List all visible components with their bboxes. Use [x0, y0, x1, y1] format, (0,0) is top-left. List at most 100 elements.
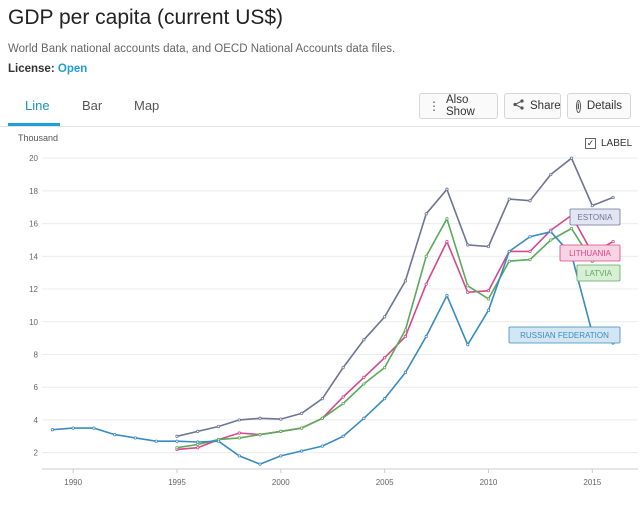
point-latvia-1995: [175, 446, 179, 450]
point-russian-federation-1998: [237, 454, 241, 458]
point-russian-federation-1989: [50, 428, 54, 432]
y-tick-labels: 2 4 6 8 10 12 14 16 18 20: [29, 154, 38, 457]
point-russian-federation-2001: [299, 449, 304, 453]
x-tick-1995: 1995: [168, 478, 186, 487]
point-latvia-2001: [299, 426, 304, 430]
point-estonia-1997: [216, 424, 221, 429]
point-estonia-1996: [196, 429, 200, 433]
y-tick-2: 2: [34, 449, 39, 458]
series-lines: [50, 156, 615, 466]
point-latvia-2011: [507, 259, 511, 263]
point-russian-federation-1997: [216, 439, 221, 443]
tab-bar-chart[interactable]: Bar: [82, 98, 103, 113]
page-title: GDP per capita (current US$): [8, 6, 284, 29]
series-line-latvia: [176, 216, 614, 449]
point-lithuania-2008: [445, 240, 449, 244]
point-estonia-2014: [569, 156, 574, 160]
series-label-box-estonia: [569, 208, 621, 226]
series-label-text-lithuania: LITHUANIA: [569, 249, 611, 258]
point-russian-federation-2005: [383, 397, 387, 401]
point-latvia-2013: [549, 238, 553, 242]
point-latvia-2009: [466, 284, 470, 288]
tab-line[interactable]: Line: [25, 98, 50, 113]
point-estonia-2013: [549, 172, 553, 177]
point-latvia-2005: [383, 365, 387, 370]
point-russian-federation-2010: [486, 308, 491, 312]
tab-map[interactable]: Map: [134, 98, 160, 113]
point-latvia-2000: [279, 429, 283, 433]
point-lithuania-2012: [528, 249, 532, 254]
x-tick-2010: 2010: [480, 478, 498, 487]
point-russian-federation-2004: [362, 416, 366, 420]
series-labels: ESTONIA LITHUANIA LATVIA RUSSIAN FEDERATION: [508, 208, 621, 344]
point-russian-federation-2007: [424, 334, 428, 339]
grid-lines: [42, 157, 638, 473]
point-russian-federation-1993: [133, 436, 138, 440]
point-estonia-2004: [362, 338, 366, 342]
point-estonia-2009: [466, 243, 470, 247]
info-icon: i: [576, 99, 581, 113]
point-lithuania-2007: [424, 282, 428, 286]
y-tick-20: 20: [29, 154, 38, 163]
point-latvia-2007: [424, 254, 428, 258]
active-tab-indicator: [8, 123, 60, 126]
vertical-dots-icon: ⋮: [428, 99, 440, 113]
point-estonia-2005: [383, 315, 387, 319]
point-latvia-2010: [486, 297, 491, 301]
share-button[interactable]: Share: [504, 93, 561, 119]
point-estonia-1999: [258, 416, 262, 420]
license-label: License:: [8, 63, 55, 75]
point-latvia-1998: [237, 436, 241, 440]
point-estonia-2012: [528, 199, 532, 203]
point-russian-federation-2012: [528, 235, 532, 239]
point-latvia-2004: [362, 382, 366, 386]
series-label-text-estonia: ESTONIA: [578, 213, 614, 222]
series-line-russian-federation: [52, 230, 614, 465]
point-estonia-2008: [445, 187, 449, 191]
y-tick-16: 16: [29, 220, 38, 229]
license-link[interactable]: Open: [57, 63, 88, 75]
point-russian-federation-1995: [175, 439, 179, 443]
point-estonia-1995: [175, 434, 179, 438]
point-russian-federation-2009: [466, 343, 470, 347]
point-lithuania-1998: [237, 431, 241, 435]
point-estonia-2001: [299, 411, 304, 415]
point-estonia-2003: [341, 365, 345, 370]
details-label: Details: [586, 100, 622, 112]
point-lithuania-2004: [362, 375, 366, 379]
point-russian-federation-1991: [92, 426, 96, 430]
series-label-estonia: ESTONIA: [569, 208, 621, 226]
point-latvia-2002: [320, 416, 324, 420]
point-estonia-2015: [590, 204, 594, 208]
point-estonia-2011: [507, 197, 511, 201]
point-russian-federation-2006: [403, 370, 408, 375]
y-tick-10: 10: [29, 318, 38, 327]
tab-bar: Line Bar Map ⋮ Also Show Share i Details: [0, 88, 640, 127]
point-estonia-2007: [424, 212, 428, 216]
y-tick-14: 14: [29, 252, 38, 261]
point-latvia-2008: [445, 217, 449, 221]
x-tick-2005: 2005: [376, 478, 394, 487]
series-label-box-russian-federation: [508, 326, 621, 344]
point-russian-federation-2000: [279, 454, 283, 458]
point-estonia-2002: [320, 397, 324, 401]
point-russian-federation-2008: [445, 293, 449, 298]
point-russian-federation-1990: [71, 426, 75, 430]
series-label-box-lithuania: [559, 244, 621, 262]
label-toggle[interactable]: ✓ LABEL: [585, 138, 632, 149]
y-tick-12: 12: [29, 285, 38, 294]
series-label-lithuania: LITHUANIA: [559, 244, 621, 262]
details-button[interactable]: i Details: [567, 93, 631, 119]
point-latvia-2006: [403, 328, 408, 332]
x-tick-labels: 1990 1995 2000 2005 2010 2015: [64, 478, 602, 487]
point-estonia-2010: [486, 244, 491, 249]
also-show-button[interactable]: ⋮ Also Show: [419, 93, 498, 119]
y-tick-4: 4: [34, 416, 39, 425]
point-estonia-2006: [403, 279, 408, 283]
point-latvia-2014: [569, 226, 574, 231]
point-lithuania-2006: [403, 334, 408, 339]
point-latvia-2003: [341, 401, 345, 406]
series-line-estonia: [176, 156, 614, 438]
label-checkbox-icon[interactable]: ✓: [585, 138, 596, 149]
point-russian-federation-2003: [341, 434, 345, 438]
